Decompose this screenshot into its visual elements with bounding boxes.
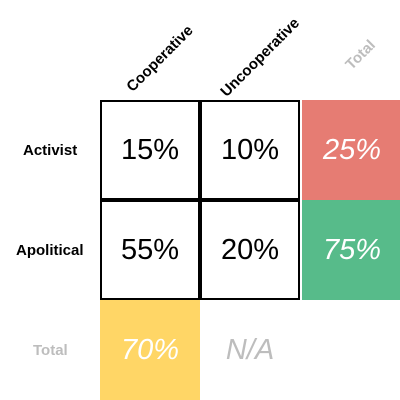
row-total-apolitical: 75%: [302, 200, 400, 300]
cell-activist-uncooperative: 10%: [200, 100, 300, 200]
row-header-apolitical: Apolitical: [16, 243, 84, 258]
cell-activist-cooperative: 15%: [100, 100, 200, 200]
cell-apolitical-cooperative: 55%: [100, 200, 200, 300]
column-header-cooperative: Cooperative: [124, 23, 196, 95]
column-total-cooperative: 70%: [100, 300, 200, 400]
contingency-grid: 15% 10% 55% 20%: [100, 100, 300, 300]
row-total-activist: 25%: [302, 100, 400, 200]
row-header-activist: Activist: [23, 143, 77, 158]
column-header-uncooperative: Uncooperative: [218, 15, 302, 99]
column-total-uncooperative: N/A: [200, 300, 300, 400]
row-header-total: Total: [33, 343, 68, 358]
cell-apolitical-uncooperative: 20%: [200, 200, 300, 300]
column-header-total: Total: [343, 37, 378, 72]
